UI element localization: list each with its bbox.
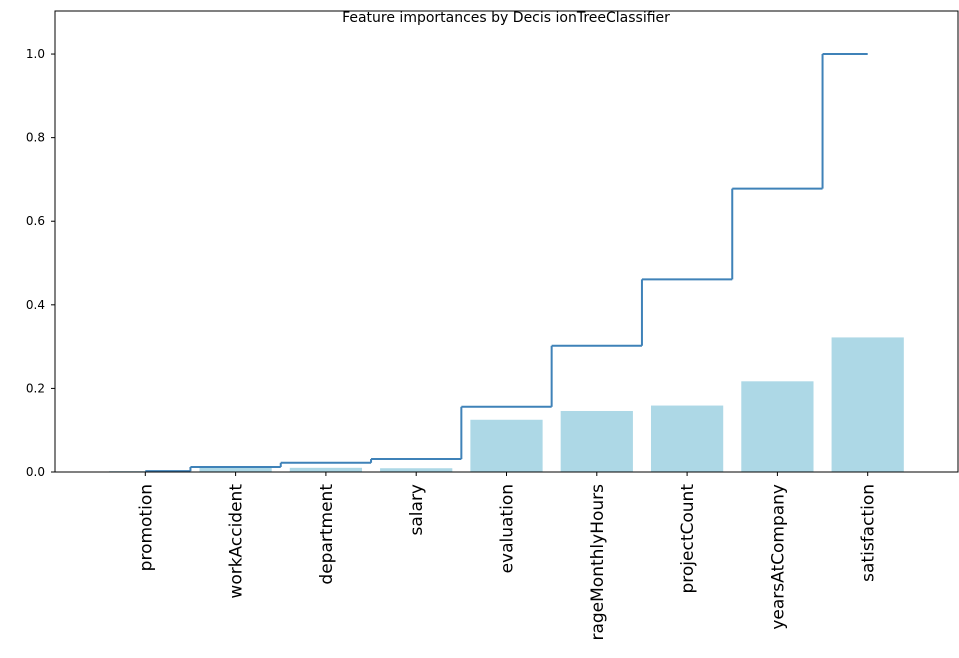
bar xyxy=(560,410,633,472)
x-tick-label: yearsAtCompany xyxy=(768,484,788,630)
x-tick-label: salary xyxy=(407,484,427,535)
x-tick-label: rageMonthlyHours xyxy=(588,484,608,641)
x-tick-label: workAccident xyxy=(227,484,247,599)
x-tick-label: evaluation xyxy=(498,484,518,573)
bar xyxy=(650,405,724,472)
x-tick-label: promotion xyxy=(136,484,156,571)
y-tick-label: 0.8 xyxy=(26,131,45,145)
chart-title: Feature importances by Decis ionTreeClas… xyxy=(342,10,670,26)
y-tick-label: 1.0 xyxy=(26,47,45,61)
x-tick-label: projectCount xyxy=(678,484,698,594)
x-tick-label: satisfaction xyxy=(859,484,879,582)
bar xyxy=(470,419,543,472)
bar xyxy=(831,337,904,472)
bar xyxy=(289,467,363,472)
bar xyxy=(741,381,814,472)
bar xyxy=(380,468,453,472)
y-tick-label: 0.0 xyxy=(26,465,45,479)
y-tick-label: 0.6 xyxy=(26,214,45,228)
bar xyxy=(199,467,272,472)
y-tick-label: 0.4 xyxy=(26,298,45,312)
x-tick-label: department xyxy=(317,484,337,585)
y-tick-label: 0.2 xyxy=(26,381,45,395)
axes-frame xyxy=(54,10,959,473)
